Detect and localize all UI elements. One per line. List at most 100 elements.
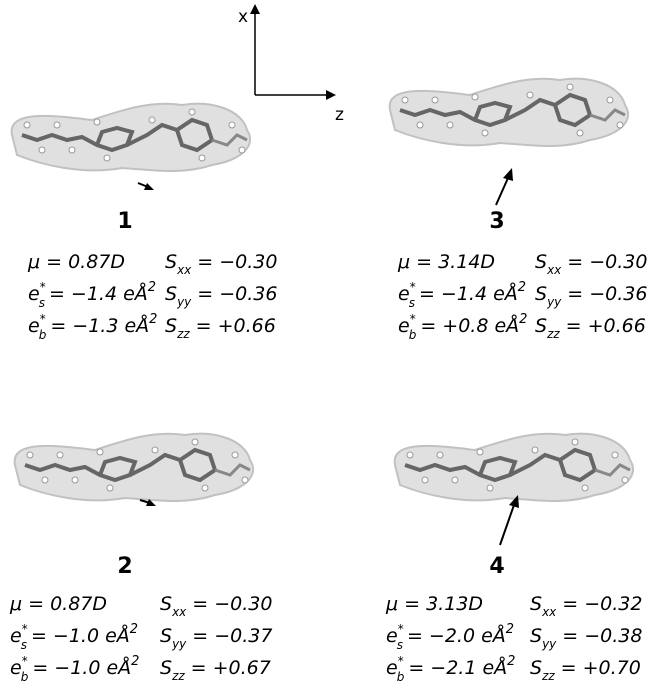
symbol: S (160, 625, 172, 647)
symbol: S (160, 657, 172, 679)
subscript: b (21, 670, 29, 684)
value: = −2.1 eÅ (408, 656, 507, 679)
molecule (395, 434, 633, 501)
value: = −1.4 eÅ (419, 282, 518, 305)
value: = −0.30 (192, 593, 272, 615)
exponent: 2 (148, 280, 156, 295)
equation: Sxx = −0.30 (535, 251, 647, 277)
symbol: S (165, 315, 177, 337)
panel-label: 3 (489, 209, 504, 234)
axis-label: x (238, 7, 248, 27)
symbol: S (535, 315, 547, 337)
equation: e*b= −1.3 eÅ2 (28, 312, 157, 342)
equation: Sxx = −0.30 (165, 251, 277, 277)
equation: μ = 3.14D (397, 251, 495, 273)
equation: Syy = −0.36 (535, 283, 647, 309)
value: = +0.67 (191, 657, 271, 679)
exponent: 2 (518, 280, 526, 295)
subscript: zz (546, 327, 560, 341)
subscript: xx (176, 263, 192, 277)
subscript: s (21, 638, 27, 652)
subscript: yy (541, 637, 557, 651)
symbol: S (165, 251, 177, 273)
panel-label: 1 (117, 209, 132, 234)
value: = −0.37 (192, 625, 272, 647)
subscript: zz (541, 669, 555, 683)
exponent: 2 (506, 622, 514, 637)
value: = −1.4 eÅ (49, 282, 148, 305)
equation: e*s= −1.4 eÅ2 (398, 280, 526, 310)
axes (250, 4, 336, 100)
exponent: 2 (519, 312, 527, 327)
molecule (12, 104, 250, 171)
value: = −1.0 eÅ (31, 624, 130, 647)
equation: Szz = +0.70 (530, 657, 641, 683)
subscript: b (409, 328, 417, 342)
subscript: s (39, 296, 45, 310)
subscript: xx (171, 605, 187, 619)
symbol: S (535, 283, 547, 305)
symbol: S (165, 283, 177, 305)
symbol: S (160, 593, 172, 615)
equation: e*b= +0.8 eÅ2 (398, 312, 527, 342)
symbol: S (530, 625, 542, 647)
subscript: b (39, 328, 47, 342)
value: = −1.3 eÅ (50, 314, 149, 337)
figure: x z 1μ = 0.87De*s= −1.4 eÅ2e*b= −1.3 eÅ2… (0, 0, 648, 694)
value: = −0.30 (197, 251, 277, 273)
symbol: S (530, 593, 542, 615)
value: = +0.66 (196, 315, 276, 337)
superscript: * (398, 654, 404, 668)
subscript: b (397, 670, 405, 684)
superscript: * (410, 280, 416, 294)
exponent: 2 (131, 654, 139, 669)
equation: e*s= −1.4 eÅ2 (28, 280, 156, 310)
panel-label: 4 (489, 554, 504, 579)
equation: μ = 0.87D (27, 251, 125, 273)
value: = −0.38 (562, 625, 642, 647)
equation: e*b= −2.1 eÅ2 (386, 654, 515, 684)
equation: μ = 3.13D (385, 593, 483, 615)
equation: e*s= −2.0 eÅ2 (386, 622, 514, 652)
value: = −0.36 (197, 283, 277, 305)
exponent: 2 (149, 312, 157, 327)
value: = −1.0 eÅ (32, 656, 131, 679)
molecule (15, 434, 253, 501)
subscript: s (409, 296, 415, 310)
equation: μ = 0.87D (9, 593, 107, 615)
subscript: s (397, 638, 403, 652)
value: = +0.8 eÅ (420, 314, 519, 337)
axis-label: z (335, 105, 344, 125)
exponent: 2 (507, 654, 515, 669)
superscript: * (40, 312, 46, 326)
subscript: zz (176, 327, 190, 341)
equation: e*b= −1.0 eÅ2 (10, 654, 139, 684)
equation: Szz = +0.66 (165, 315, 276, 341)
value: = +0.70 (561, 657, 641, 679)
equation: Sxx = −0.32 (530, 593, 642, 619)
value: = −0.36 (567, 283, 647, 305)
equation: Syy = −0.37 (160, 625, 272, 651)
subscript: zz (171, 669, 185, 683)
equation: Syy = −0.38 (530, 625, 642, 651)
value: = +0.66 (566, 315, 646, 337)
equation: Szz = +0.66 (535, 315, 646, 341)
subscript: xx (546, 263, 562, 277)
superscript: * (410, 312, 416, 326)
equation: Sxx = −0.30 (160, 593, 272, 619)
symbol: S (530, 657, 542, 679)
subscript: yy (546, 295, 562, 309)
symbol: S (535, 251, 547, 273)
value: = −0.32 (562, 593, 642, 615)
exponent: 2 (130, 622, 138, 637)
value: = −2.0 eÅ (407, 624, 506, 647)
subscript: xx (541, 605, 557, 619)
superscript: * (398, 622, 404, 636)
equation: Szz = +0.67 (160, 657, 271, 683)
superscript: * (22, 654, 28, 668)
subscript: yy (171, 637, 187, 651)
equation: Syy = −0.36 (165, 283, 277, 309)
value: = −0.30 (567, 251, 647, 273)
subscript: yy (176, 295, 192, 309)
equation: e*s= −1.0 eÅ2 (10, 622, 138, 652)
